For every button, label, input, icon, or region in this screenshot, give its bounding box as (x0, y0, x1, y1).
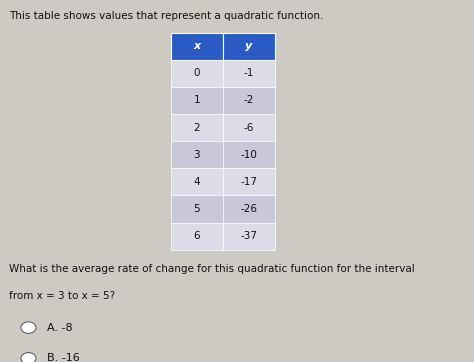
Text: from x = 3 to x = 5?: from x = 3 to x = 5? (9, 291, 116, 302)
Text: 1: 1 (193, 96, 200, 105)
Text: 2: 2 (193, 123, 200, 132)
Circle shape (21, 353, 36, 362)
Text: -26: -26 (240, 204, 257, 214)
Bar (223, 141, 275, 168)
Text: A. -8: A. -8 (47, 323, 73, 333)
Bar (223, 60, 275, 87)
Text: -37: -37 (240, 231, 257, 241)
Bar (171, 114, 223, 141)
Text: B. -16: B. -16 (47, 353, 80, 362)
Text: What is the average rate of change for this quadratic function for the interval: What is the average rate of change for t… (9, 264, 415, 274)
Bar (223, 195, 275, 223)
Bar (171, 87, 223, 114)
Bar (171, 33, 223, 60)
Text: -6: -6 (244, 123, 254, 132)
Bar (223, 87, 275, 114)
Text: x: x (193, 41, 201, 51)
Text: -2: -2 (244, 96, 254, 105)
Text: 6: 6 (193, 231, 200, 241)
Text: 4: 4 (193, 177, 200, 187)
Bar (171, 141, 223, 168)
Text: 3: 3 (193, 150, 200, 160)
Text: 5: 5 (193, 204, 200, 214)
Bar (223, 168, 275, 195)
Bar (223, 223, 275, 250)
Text: -10: -10 (240, 150, 257, 160)
Text: -17: -17 (240, 177, 257, 187)
Text: This table shows values that represent a quadratic function.: This table shows values that represent a… (9, 11, 324, 21)
Text: 0: 0 (193, 68, 200, 78)
Circle shape (21, 322, 36, 333)
Text: y: y (245, 41, 253, 51)
Text: -1: -1 (244, 68, 254, 78)
Bar (223, 33, 275, 60)
Bar (223, 114, 275, 141)
Bar (171, 168, 223, 195)
Bar (171, 195, 223, 223)
Bar (171, 223, 223, 250)
Bar (171, 60, 223, 87)
